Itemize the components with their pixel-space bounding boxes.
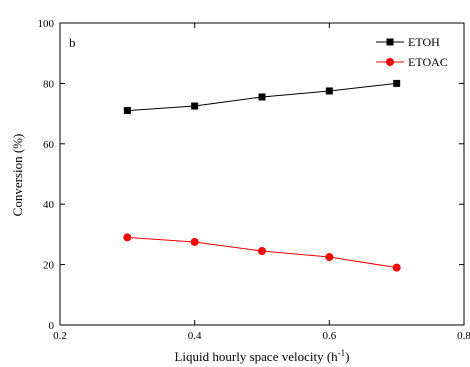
x-tick-label: 0.2 <box>53 330 67 342</box>
y-axis-label: Conversion (%) <box>10 134 25 217</box>
data-point-etoac <box>325 253 334 262</box>
x-tick-label: 0.6 <box>322 330 336 342</box>
series-layer <box>123 79 401 272</box>
legend-marker-etoac <box>386 58 394 66</box>
y-tick-label: 20 <box>43 260 55 272</box>
data-point-etoac <box>123 233 132 242</box>
data-point-etoh <box>191 102 199 110</box>
data-point-etoac <box>258 247 266 256</box>
data-point-etoh <box>258 93 266 101</box>
data-point-etoh <box>393 79 401 87</box>
y-tick-label: 40 <box>43 199 55 211</box>
legend-label-etoac: ETOAC <box>408 55 448 69</box>
legend-marker-etoh <box>386 38 394 46</box>
y-tick-label: 0 <box>49 320 55 332</box>
x-axis-label-end: ) <box>345 349 349 364</box>
axis-ticks: 0 20 40 60 80 100 0.2 0.4 0.6 0.8 <box>38 18 470 342</box>
x-axis-label-main: Liquid hourly space velocity (h <box>174 349 338 364</box>
legend: ETOH ETOAC <box>376 35 448 69</box>
y-tick-label: 80 <box>43 78 55 90</box>
data-point-etoh <box>123 107 131 115</box>
data-point-etoac <box>392 263 401 272</box>
plot-frame <box>59 22 465 326</box>
legend-label-etoh: ETOH <box>408 35 440 49</box>
data-point-etoac <box>190 237 199 246</box>
x-tick-label: 0.8 <box>457 330 470 342</box>
x-axis-label: Liquid hourly space velocity (h-1) <box>174 348 349 364</box>
x-tick-label: 0.4 <box>188 330 202 342</box>
x-axis-label-superscript: -1 <box>338 348 346 358</box>
y-tick-label: 60 <box>43 139 55 151</box>
panel-label: b <box>69 35 76 50</box>
y-tick-label: 100 <box>38 18 55 30</box>
data-point-etoh <box>325 87 333 95</box>
